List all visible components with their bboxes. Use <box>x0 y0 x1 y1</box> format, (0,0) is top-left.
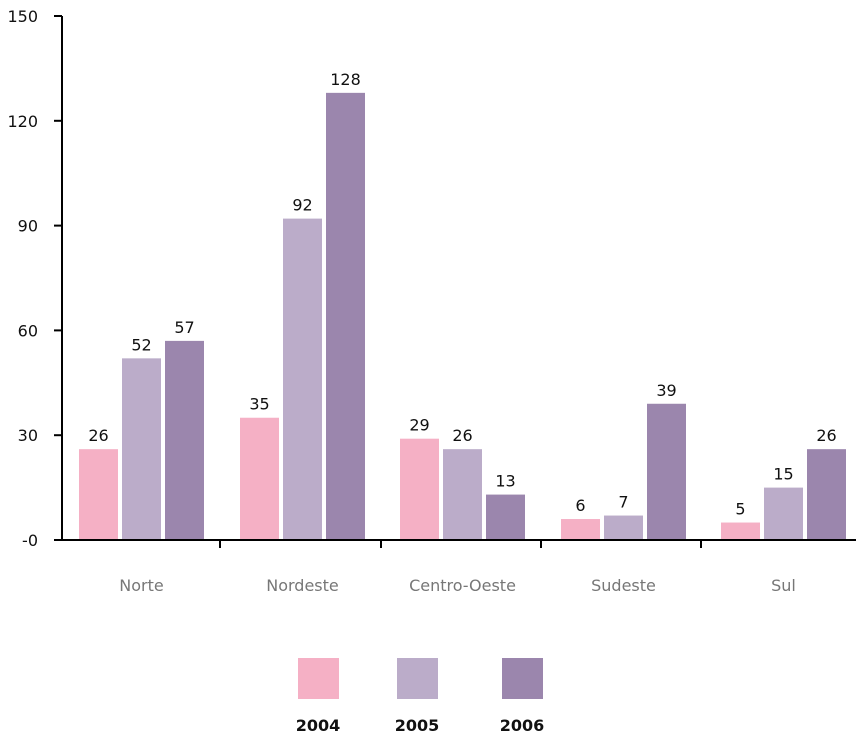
data-labels-layer: 26 52 57 35 92 128 29 26 13 6 7 39 5 15 26 <box>88 70 836 519</box>
bar-centro-oeste-2005 <box>443 449 482 540</box>
bar-nordeste-2004 <box>240 417 279 540</box>
data-label: 57 <box>174 318 194 337</box>
data-label: 26 <box>452 426 472 445</box>
data-label: 128 <box>330 70 361 89</box>
legend-label-2005: 2005 <box>395 716 440 735</box>
bars-layer <box>79 92 846 540</box>
legend-swatch-2005 <box>397 658 438 699</box>
data-label: 52 <box>131 335 151 354</box>
data-label: 7 <box>618 493 628 512</box>
y-tick-label: -0 <box>22 531 38 550</box>
category-label: Sudeste <box>591 576 656 595</box>
y-tick-label: 90 <box>18 217 38 236</box>
bar-sudeste-2006 <box>647 403 686 540</box>
bar-sudeste-2004 <box>561 519 600 540</box>
data-label: 26 <box>816 426 836 445</box>
bar-norte-2004 <box>79 449 118 540</box>
data-label: 13 <box>495 472 515 491</box>
category-label: Norte <box>119 576 163 595</box>
category-label: Sul <box>771 576 796 595</box>
data-label: 6 <box>575 496 585 515</box>
bar-sudeste-2005 <box>604 515 643 540</box>
data-label: 29 <box>409 416 429 435</box>
bar-nordeste-2005 <box>283 218 322 540</box>
bar-norte-2005 <box>122 358 161 540</box>
category-label: Nordeste <box>266 576 339 595</box>
data-label: 92 <box>292 196 312 215</box>
legend-swatch-2004 <box>298 658 339 699</box>
bar-centro-oeste-2004 <box>400 438 439 540</box>
axes-layer: Norte Nordeste Centro-Oeste Sudeste Sul -0 30 6… <box>7 7 856 595</box>
y-tick-label: 150 <box>7 7 38 26</box>
bar-norte-2006 <box>165 340 204 540</box>
bar-centro-oeste-2006 <box>486 494 525 540</box>
bar-sul-2004 <box>721 522 760 540</box>
legend-label-2004: 2004 <box>296 716 341 735</box>
y-tick-label: 60 <box>18 321 38 340</box>
legend-swatch-2006 <box>502 658 543 699</box>
bar-sul-2006 <box>807 449 846 540</box>
data-label: 35 <box>249 395 269 414</box>
data-label: 5 <box>735 500 745 519</box>
data-label: 26 <box>88 426 108 445</box>
bar-sul-2005 <box>764 487 803 540</box>
y-tick-label: 30 <box>18 426 38 445</box>
category-label: Centro-Oeste <box>409 576 516 595</box>
data-label: 15 <box>773 465 793 484</box>
legend-label-2006: 2006 <box>500 716 545 735</box>
bar-nordeste-2006 <box>326 92 365 540</box>
y-tick-label: 120 <box>7 112 38 131</box>
legend: 2004 2005 2006 <box>296 658 545 735</box>
data-label: 39 <box>656 381 676 400</box>
